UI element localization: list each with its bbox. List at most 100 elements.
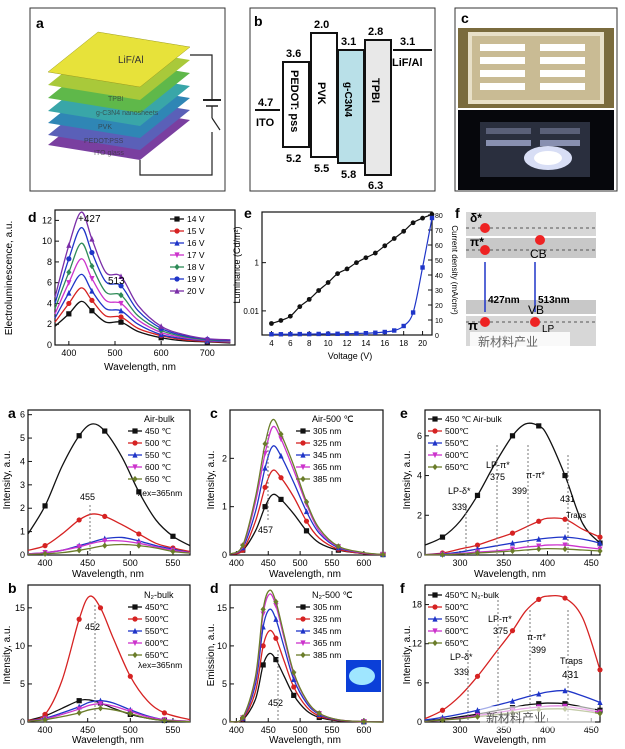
data-point	[300, 475, 306, 483]
data-point	[325, 331, 331, 336]
data-point	[562, 472, 568, 479]
x-tick-label: 450	[80, 558, 95, 568]
legend-label: 650 ℃	[145, 474, 172, 484]
tpbi-label: TPBI	[369, 78, 381, 103]
legend-label: 17 V	[187, 250, 205, 260]
data-point	[288, 332, 293, 337]
y-tick-label: 0	[20, 550, 25, 560]
y-tick-label: 2	[20, 503, 25, 513]
y-tick-label: 10	[42, 236, 52, 246]
data-point	[132, 464, 138, 471]
panel-label: d	[28, 209, 37, 225]
data-point	[291, 684, 297, 690]
y-tick-label: 4	[417, 471, 422, 481]
data-point	[335, 543, 341, 550]
data-point	[474, 713, 481, 720]
watermark-bg	[480, 706, 595, 728]
x-axis-label: Voltage (V)	[328, 351, 373, 361]
data-point	[316, 288, 322, 293]
data-point	[363, 331, 369, 336]
data-point	[432, 452, 438, 459]
data-point	[432, 604, 438, 610]
data-point	[300, 440, 306, 446]
data-point	[373, 330, 378, 335]
pedot-top-value: 3.6	[286, 48, 301, 60]
legend-label: 550 ℃	[145, 450, 172, 460]
data-point	[132, 640, 138, 647]
data-point	[536, 596, 542, 602]
data-point	[118, 273, 124, 280]
data-point	[297, 331, 302, 337]
data-point	[474, 549, 481, 557]
y-tick-label: 15	[217, 603, 227, 613]
data-point	[536, 423, 542, 429]
chart-title: N₂-bulk	[144, 590, 174, 600]
data-point	[303, 508, 310, 515]
legend-label: 450℃ N₂-bulk	[445, 590, 500, 600]
legend-label: 600℃	[145, 638, 169, 648]
y-tick-label: 0	[417, 550, 422, 560]
data-point	[562, 542, 568, 549]
data-point	[303, 498, 310, 505]
inset-glow	[349, 667, 375, 685]
y-tick-label: 3	[20, 480, 25, 490]
data-point	[509, 628, 516, 634]
data-point	[273, 616, 279, 622]
legend-label: 19 V	[187, 274, 205, 284]
data-point	[76, 544, 82, 550]
data-point	[439, 551, 446, 558]
data-point	[344, 331, 350, 336]
y-tick-label: 2	[417, 510, 422, 520]
data-point	[76, 517, 82, 523]
chart-b-n2-bulk: 400 450 500 550 0 5 10 15 N₂-bulk 450℃ 500℃ 550℃ 600…	[2, 580, 191, 746]
x-tick-label: 500	[107, 348, 122, 358]
data-point	[325, 280, 331, 285]
data-point	[300, 616, 306, 622]
data-point	[278, 452, 284, 459]
data-point	[174, 276, 180, 282]
panel-label: c	[210, 405, 218, 421]
data-point	[297, 304, 303, 310]
chart-d-electroluminescence: 400 500 600 700 0 2 4 6 8 10 12 14 V 15 V 16 V 17 V 18 …	[4, 209, 236, 373]
x-tick-label: 20	[418, 339, 427, 348]
x-tick-label: 450	[80, 725, 95, 735]
y-tick-label: 5	[222, 679, 227, 689]
legend-label: 600℃	[445, 626, 469, 636]
panel-b-energy-diagram: b 4.7 ITO 3.6 5.2 PEDOT: pss 2.0 5.5 PVK…	[249, 7, 436, 192]
data-point	[161, 717, 168, 724]
data-point	[420, 265, 425, 270]
legend-label: 20 V	[187, 286, 205, 296]
data-point	[432, 416, 438, 422]
y-axis-label: Intensity, a.u.	[402, 626, 413, 685]
legend-label: 500 ℃	[145, 438, 172, 448]
legend-label: 600℃	[445, 450, 469, 460]
data-point	[174, 263, 180, 271]
data-point	[89, 262, 95, 270]
watermark-bottom: 新材料产业	[486, 710, 546, 725]
annotation-label: π-π*	[526, 470, 545, 480]
legend-label: 385 nm	[313, 474, 341, 484]
data-point	[66, 300, 72, 307]
legend-label: 325 nm	[313, 614, 341, 624]
data-point	[303, 528, 310, 534]
data-point	[316, 331, 321, 337]
y2-tick-label: 20	[435, 303, 443, 310]
data-point	[474, 673, 481, 679]
lif-label: LiF/Al	[392, 57, 423, 69]
data-point	[89, 308, 95, 314]
lif-level-value: 3.1	[400, 36, 415, 48]
annotation-label: 375	[490, 472, 505, 482]
tpbi-bottom-value: 6.3	[368, 180, 383, 192]
annotation-label: 431	[562, 670, 579, 681]
data-point	[361, 718, 367, 725]
y-tick-label: 6	[47, 278, 52, 288]
series-line	[229, 445, 384, 556]
data-point	[300, 627, 306, 634]
x-tick-label: 18	[399, 339, 408, 348]
data-point	[597, 547, 603, 555]
data-point	[474, 707, 481, 713]
data-point	[132, 451, 138, 458]
panel-label: e	[244, 205, 252, 221]
annotation-label: +427	[78, 214, 101, 225]
data-point	[273, 656, 279, 663]
